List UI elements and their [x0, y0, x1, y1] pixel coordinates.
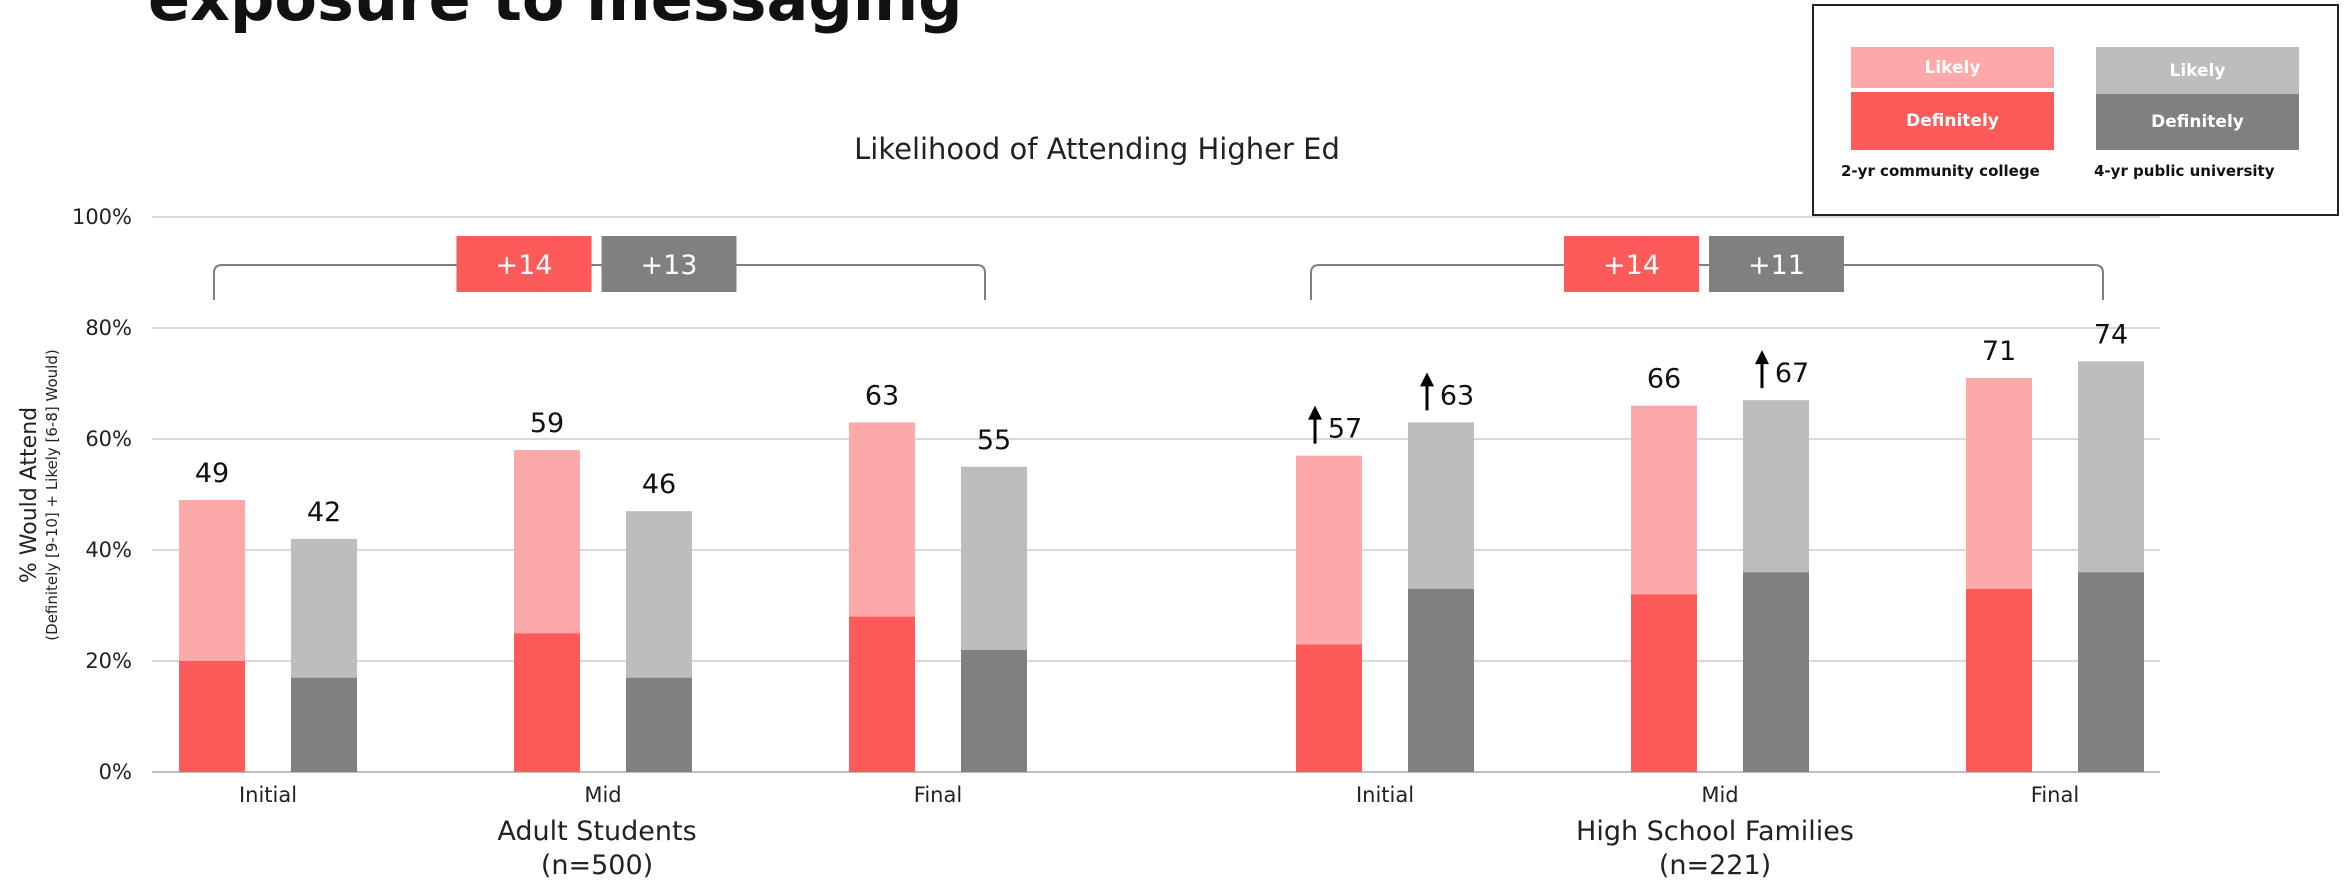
uni-likely-bar	[1408, 422, 1474, 589]
cc-likely-bar	[1296, 455, 1362, 645]
page-title: exposure to messaging	[148, 0, 963, 35]
data-label: 67	[1775, 358, 1809, 389]
data-label: 55	[977, 425, 1011, 456]
cc-likely-bar	[179, 500, 245, 661]
cc-definitely-bar	[849, 616, 915, 772]
cc-likely-bar	[1966, 377, 2032, 589]
uni-definitely-bar	[961, 649, 1027, 772]
increase-arrow-head	[1755, 350, 1769, 365]
cc-change-box-label: +14	[496, 250, 553, 281]
data-label: 49	[195, 458, 229, 489]
group-n-label: (n=221)	[1659, 850, 1771, 881]
group-label: Adult Students	[497, 816, 696, 847]
uni-definitely-bar	[626, 677, 692, 772]
stage-label: Initial	[239, 783, 297, 807]
legend-cc-label: 2-yr community college	[1841, 162, 2040, 180]
legend-uni-definitely-swatch: Definitely	[2096, 94, 2299, 150]
cc-likely-bar	[1631, 405, 1697, 595]
data-label: 63	[865, 380, 899, 411]
legend-cc-definitely-swatch: Definitely	[1851, 92, 2054, 150]
legend-uni-likely-swatch: Likely	[2096, 47, 2299, 94]
uni-likely-bar	[626, 511, 692, 678]
y-tick-label: 20%	[85, 649, 132, 673]
uni-likely-bar	[961, 466, 1027, 650]
y-axis-label: % Would Attend	[17, 407, 42, 583]
uni-likely-bar	[1743, 400, 1809, 573]
cc-change-box-label: +14	[1603, 250, 1660, 281]
y-tick-label: 80%	[85, 316, 132, 340]
stage-label: Initial	[1356, 783, 1414, 807]
y-tick-label: 100%	[72, 205, 132, 229]
stage-label: Mid	[584, 783, 621, 807]
uni-change-box	[1709, 236, 1844, 292]
data-label: 46	[642, 469, 676, 500]
cc-definitely-bar	[1296, 644, 1362, 772]
y-tick-label: 0%	[99, 760, 132, 784]
y-tick-label: 60%	[85, 427, 132, 451]
chart-title: Likelihood of Attending Higher Ed	[854, 132, 1340, 166]
cc-likely-bar	[849, 422, 915, 617]
cc-definitely-bar	[1631, 594, 1697, 772]
legend-uni-label: 4-yr public university	[2094, 162, 2275, 180]
increase-arrow-head	[1420, 372, 1434, 387]
cc-definitely-bar	[514, 633, 580, 772]
uni-definitely-bar	[2078, 572, 2144, 772]
data-label: 66	[1647, 364, 1681, 395]
legend: Likely Definitely Likely Definitely 2-yr…	[1812, 4, 2339, 216]
uni-change-box	[601, 236, 737, 292]
uni-definitely-bar	[1408, 588, 1474, 772]
group-n-label: (n=500)	[541, 850, 653, 881]
change-bracket	[213, 264, 986, 300]
y-axis-sublabel: (Definitely [9-10] + Likely [6-8] Would)	[43, 349, 61, 640]
uni-definitely-bar	[1743, 572, 1809, 772]
cc-change-box	[1564, 236, 1699, 292]
uni-likely-bar	[291, 538, 357, 678]
cc-definitely-bar	[1966, 588, 2032, 772]
cc-change-box	[456, 236, 592, 292]
uni-change-box-label: +13	[641, 250, 698, 281]
stage-label: Mid	[1701, 783, 1738, 807]
increase-arrow-head	[1308, 405, 1322, 420]
stage-label: Final	[914, 783, 962, 807]
data-label: 74	[2094, 319, 2128, 350]
uni-definitely-bar	[291, 677, 357, 772]
cc-definitely-bar	[179, 661, 245, 772]
uni-likely-bar	[2078, 361, 2144, 573]
data-label: 71	[1982, 336, 2016, 367]
y-tick-label: 40%	[85, 538, 132, 562]
uni-change-box-label: +11	[1748, 250, 1805, 281]
data-label: 57	[1328, 414, 1362, 445]
stage-label: Final	[2031, 783, 2079, 807]
data-label: 59	[530, 408, 564, 439]
group-label: High School Families	[1576, 816, 1854, 847]
legend-cc-likely-swatch: Likely	[1851, 47, 2054, 88]
change-bracket	[1310, 264, 2104, 300]
cc-likely-bar	[514, 450, 580, 634]
data-label: 63	[1440, 380, 1474, 411]
data-label: 42	[307, 497, 341, 528]
